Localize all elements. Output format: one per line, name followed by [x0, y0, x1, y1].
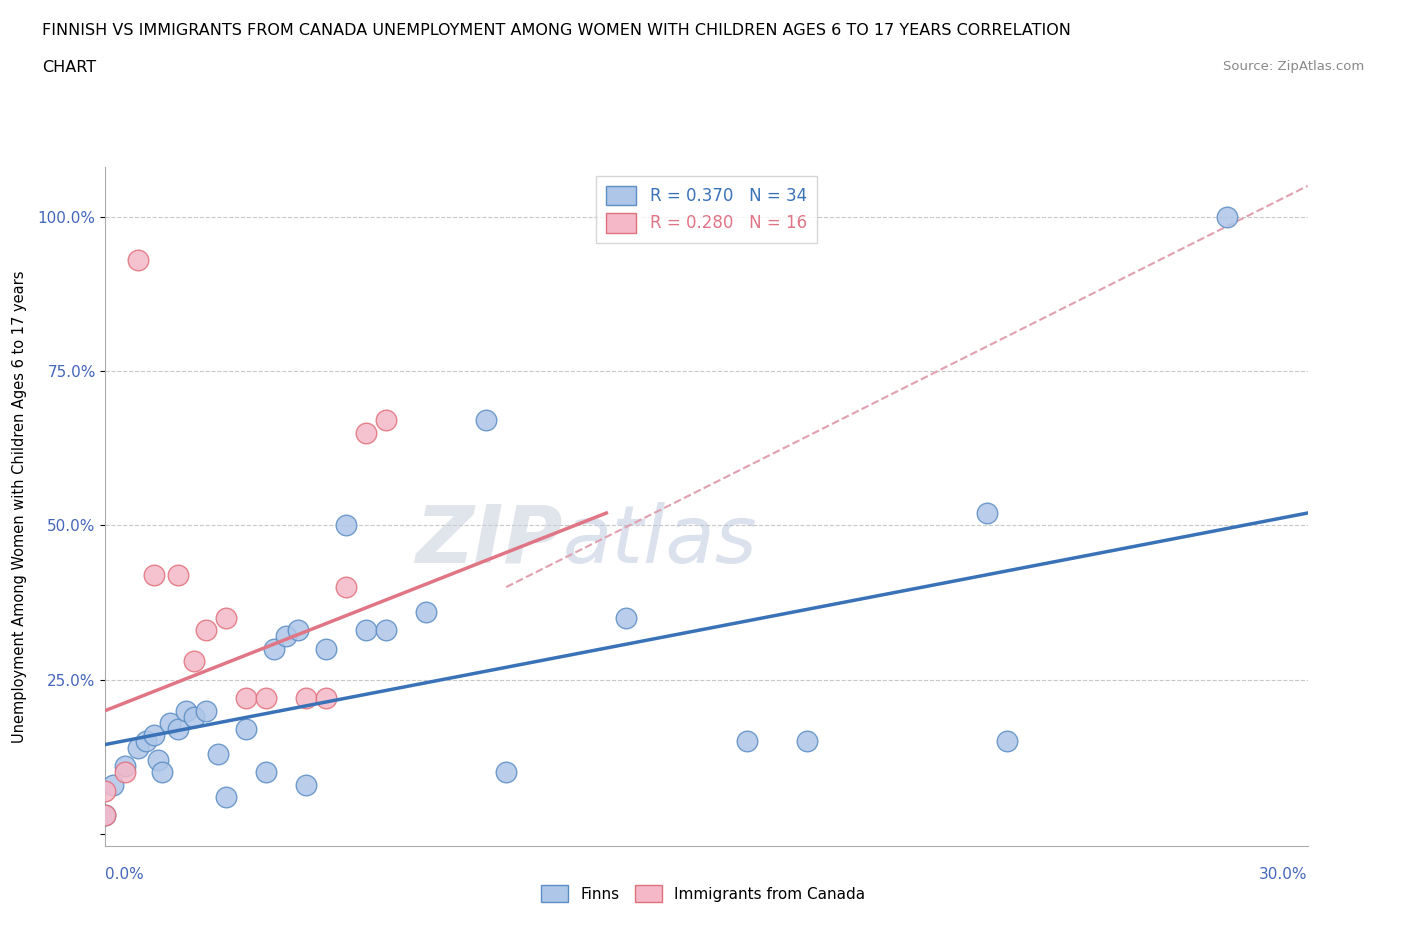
Point [214, 610, 236, 625]
Text: FINNISH VS IMMIGRANTS FROM CANADA UNEMPLOYMENT AMONG WOMEN WITH CHILDREN AGES 6 : FINNISH VS IMMIGRANTS FROM CANADA UNEMPL… [42, 23, 1071, 38]
Text: ZIP: ZIP [415, 502, 562, 579]
Point [415, 604, 437, 619]
Point [207, 746, 229, 761]
Point [796, 734, 818, 749]
Point [183, 710, 205, 724]
Text: 0.0%: 0.0% [105, 867, 145, 882]
Point [150, 764, 173, 779]
Point [94, 783, 117, 798]
Point [142, 728, 165, 743]
Point [146, 752, 169, 767]
Point [254, 691, 277, 706]
Point [287, 623, 309, 638]
Text: Source: ZipAtlas.com: Source: ZipAtlas.com [1223, 60, 1364, 73]
Point [127, 253, 149, 268]
Point [114, 759, 136, 774]
Point [235, 691, 257, 706]
Point [127, 740, 149, 755]
Point [315, 642, 337, 657]
Point [295, 777, 318, 792]
Point [166, 722, 188, 737]
Text: CHART: CHART [42, 60, 96, 75]
Point [354, 623, 377, 638]
Point [263, 642, 285, 657]
Point [354, 425, 377, 440]
Point [142, 567, 165, 582]
Point [274, 629, 297, 644]
Point [194, 623, 217, 638]
Y-axis label: Unemployment Among Women with Children Ages 6 to 17 years: Unemployment Among Women with Children A… [11, 271, 27, 743]
Point [335, 579, 357, 594]
Point [174, 703, 197, 718]
Point [214, 790, 236, 804]
Point [194, 703, 217, 718]
Point [94, 808, 117, 823]
Point [735, 734, 758, 749]
Point [1216, 209, 1239, 224]
Point [374, 413, 398, 428]
Point [616, 610, 638, 625]
Legend: Finns, Immigrants from Canada: Finns, Immigrants from Canada [534, 879, 872, 909]
Point [183, 654, 205, 669]
Text: 30.0%: 30.0% [1260, 867, 1308, 882]
Point [135, 734, 157, 749]
Point [166, 567, 188, 582]
Point [114, 764, 136, 779]
Point [94, 808, 117, 823]
Point [495, 764, 517, 779]
Point [295, 691, 318, 706]
Point [254, 764, 277, 779]
Point [235, 722, 257, 737]
Point [976, 506, 998, 521]
Point [475, 413, 498, 428]
Point [374, 623, 398, 638]
Point [335, 518, 357, 533]
Text: atlas: atlas [562, 502, 756, 579]
Point [315, 691, 337, 706]
Point [159, 715, 181, 730]
Point [995, 734, 1018, 749]
Point [103, 777, 125, 792]
Legend: R = 0.370   N = 34, R = 0.280   N = 16: R = 0.370 N = 34, R = 0.280 N = 16 [596, 176, 817, 243]
